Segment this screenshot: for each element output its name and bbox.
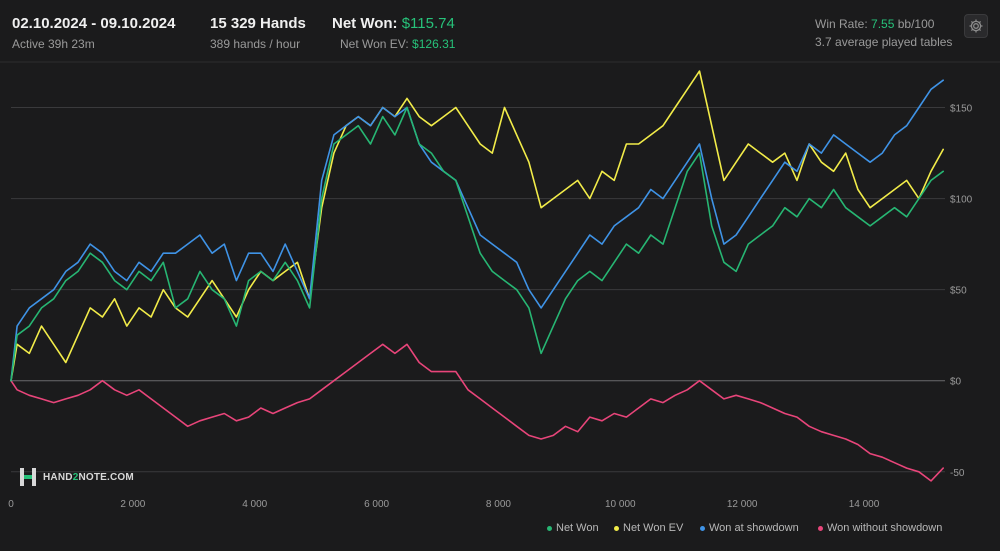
legend-label: Net Won EV: [623, 522, 684, 534]
legend-dot: [818, 525, 823, 531]
net-won-stat: Net Won: $115.74: [332, 15, 455, 32]
legend-dot: [614, 525, 619, 531]
win-rate-value: 7.55: [871, 17, 895, 31]
x-tick-label: 0: [8, 499, 14, 510]
x-tick-label: 2 000: [120, 499, 145, 510]
legend-label: Won without showdown: [827, 522, 943, 534]
settings-button[interactable]: [964, 14, 988, 38]
series-net-won: [10, 106, 945, 382]
series-net-won-ev: [10, 70, 945, 382]
legend-label: Net Won: [556, 522, 599, 534]
x-tick-label: 14 000: [849, 499, 880, 510]
gear-icon: [969, 19, 983, 33]
active-time: Active 39h 23m: [12, 37, 95, 51]
hand2note-logo-icon: [18, 466, 38, 488]
win-rate-stat: Win Rate: 7.55 bb/100: [815, 17, 934, 31]
win-rate-unit: bb/100: [897, 17, 935, 31]
win-rate-label: Win Rate:: [815, 17, 868, 31]
chart-grid: [0, 61, 1000, 473]
legend-item-won-at-showdown[interactable]: Won at showdown: [700, 522, 799, 534]
x-tick-label: 4 000: [242, 499, 267, 510]
date-range: 02.10.2024 - 09.10.2024: [12, 15, 176, 32]
net-won-value: $115.74: [401, 15, 455, 32]
hand2note-logo: HAND2NOTE.COM: [18, 466, 134, 488]
net-won-ev-label: Net Won EV:: [340, 37, 409, 51]
x-tick-label: 12 000: [727, 499, 758, 510]
logo-text: HAND2NOTE.COM: [43, 471, 134, 483]
legend-item-net-won[interactable]: Net Won: [547, 522, 599, 534]
legend-item-net-won-ev[interactable]: Net Won EV: [614, 522, 683, 534]
hands-per-hour: 389 hands / hour: [210, 37, 301, 51]
y-axis: -50 $0 $50 $100 $150: [950, 104, 973, 479]
net-won-label: Net Won:: [332, 15, 398, 32]
series-won-without-showdown: [10, 343, 945, 482]
legend-dot: [700, 525, 705, 531]
y-tick-label: $0: [950, 377, 962, 388]
net-won-ev-value: $126.31: [412, 37, 456, 51]
y-tick-label: -50: [950, 468, 965, 479]
series-won-at-showdown: [10, 79, 945, 382]
y-tick-label: $100: [950, 195, 973, 206]
y-tick-label: $50: [950, 286, 967, 297]
x-tick-label: 10 000: [605, 499, 636, 510]
hands-count: 15 329 Hands: [210, 15, 306, 32]
stats-header: 02.10.2024 - 09.10.2024 Active 39h 23m 1…: [0, 0, 1000, 56]
net-won-ev-stat: Net Won EV: $126.31: [340, 37, 455, 51]
y-tick-label: $150: [950, 104, 973, 115]
legend-label: Won at showdown: [709, 522, 799, 534]
chart-series: [10, 70, 945, 482]
x-tick-label: 8 000: [486, 499, 511, 510]
legend-dot: [547, 525, 552, 531]
legend-item-won-without-showdown[interactable]: Won without showdown: [818, 522, 942, 534]
avg-tables: 3.7 average played tables: [815, 35, 953, 49]
x-axis: 0 2 000 4 000 6 000 8 000 10 000 12 000 14 000: [8, 499, 880, 510]
x-tick-label: 6 000: [364, 499, 389, 510]
